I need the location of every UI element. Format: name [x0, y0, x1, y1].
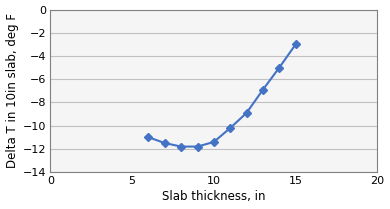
Y-axis label: Delta T in 10in slab, deg F: Delta T in 10in slab, deg F	[5, 13, 19, 168]
X-axis label: Slab thickness, in: Slab thickness, in	[162, 190, 266, 203]
